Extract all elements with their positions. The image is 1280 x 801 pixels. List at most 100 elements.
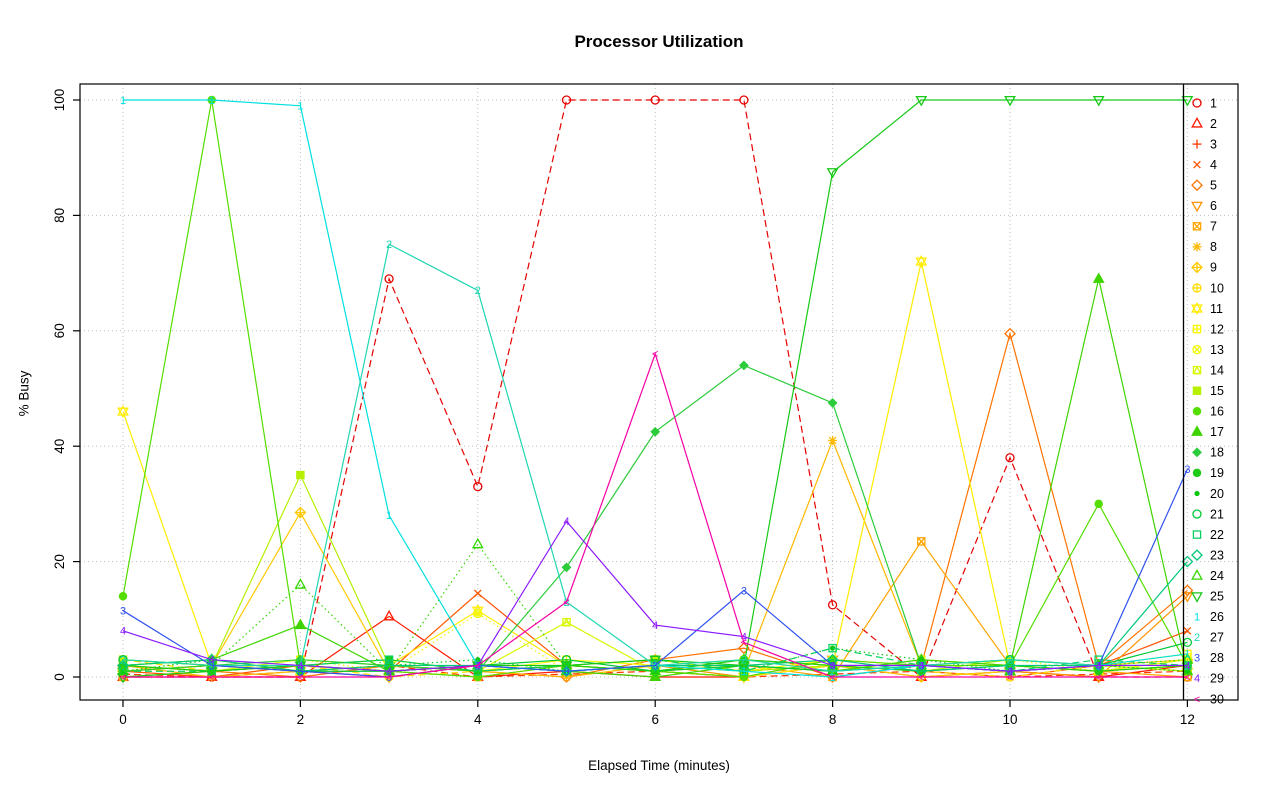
svg-text:4: 4 [741,631,747,643]
svg-text:2: 2 [120,654,126,666]
svg-text:<: < [918,672,924,684]
series-26: 1 1 1 1 1 1 1 1 1 1 1 1 1 [120,95,1191,684]
legend-item-11: 11 [1191,302,1223,316]
svg-text:<: < [1184,672,1190,684]
svg-text:1: 1 [475,660,481,672]
legend-label-14: 14 [1210,363,1224,377]
svg-text:<: < [563,597,569,609]
svg-text:4: 4 [475,660,481,672]
svg-text:1: 1 [1194,612,1200,624]
legend-item-8: 8 [1192,240,1217,254]
svg-text:1: 1 [209,95,215,107]
legend-label-30: 30 [1210,692,1224,706]
svg-text:1: 1 [386,510,392,522]
svg-text:4: 4 [563,516,569,528]
svg-text:4: 4 [209,654,215,666]
svg-text:<: < [297,672,303,684]
legend-item-28: 3 28 [1194,651,1224,665]
legend-label-8: 8 [1210,240,1217,254]
svg-text:3: 3 [563,666,569,678]
svg-text:2: 2 [1096,660,1102,672]
legend-label-22: 22 [1210,528,1224,542]
legend-label-27: 27 [1210,631,1224,645]
svg-text:3: 3 [1194,653,1200,665]
legend-label-10: 10 [1210,281,1224,295]
svg-text:4: 4 [652,620,658,632]
legend-label-23: 23 [1210,548,1224,562]
legend-label-7: 7 [1210,220,1217,234]
series-29: 4 4 4 4 4 4 4 4 4 4 4 4 4 [120,516,1191,678]
svg-text:2: 2 [563,597,569,609]
legend-item-20: 20 [1194,487,1224,501]
svg-text:1: 1 [741,666,747,678]
chart-title: Processor Utilization [574,32,744,51]
svg-text:2: 2 [475,285,481,297]
svg-text:4: 4 [386,666,392,678]
svg-text:1: 1 [297,101,303,113]
svg-text:2: 2 [297,660,303,672]
svg-text:2: 2 [741,654,747,666]
grid-lines [80,84,1238,700]
svg-text:1: 1 [1007,666,1013,678]
svg-text:1: 1 [652,660,658,672]
svg-text:<: < [208,672,214,684]
legend-item-29: 4 29 [1194,672,1224,686]
legend-label-3: 3 [1210,137,1217,151]
legend-label-12: 12 [1210,322,1224,336]
svg-text:1: 1 [1184,649,1190,661]
svg-text:3: 3 [741,585,747,597]
svg-text:80: 80 [52,208,67,223]
x-axis-ticks: 0 2 4 6 8 10 12 [119,700,1195,727]
series-30: < < < < < < < < < < < < < [120,349,1191,684]
legend-item-27: 2 27 [1194,631,1224,645]
svg-text:<: < [1095,672,1101,684]
legend-label-6: 6 [1210,199,1217,213]
legend-label-13: 13 [1210,343,1224,357]
legend-item-16: 16 [1192,405,1224,419]
legend-label-26: 26 [1210,610,1224,624]
svg-text:2: 2 [297,712,305,727]
series-28: 3 3 3 3 3 3 3 3 3 3 3 3 3 [120,464,1191,684]
legend-item-1: 1 [1192,96,1217,110]
legend-item-9: 9 [1191,261,1217,275]
svg-text:3: 3 [830,660,836,672]
svg-text:2: 2 [652,660,658,672]
legend-label-1: 1 [1210,96,1217,110]
svg-text:6: 6 [651,712,659,727]
svg-text:0: 0 [119,712,127,727]
svg-text:3: 3 [918,660,924,672]
legend-item-4: 4 [1193,158,1217,172]
legend-item-7: 7 [1192,220,1217,234]
legend: 1234567891011121314151617181920212223242… [1182,84,1224,706]
legend-item-30: <30 [1194,692,1224,706]
legend-item-14: 14 [1192,363,1224,377]
svg-text:1: 1 [563,666,569,678]
svg-text:3: 3 [386,672,392,684]
svg-text:4: 4 [474,712,482,727]
legend-item-6: 6 [1191,199,1217,213]
legend-item-23: 23 [1191,548,1224,562]
svg-text:3: 3 [1096,660,1102,672]
svg-text:3: 3 [475,660,481,672]
svg-text:<: < [741,637,747,649]
svg-text:3: 3 [297,666,303,678]
legend-label-5: 5 [1210,179,1217,193]
legend-label-24: 24 [1210,569,1224,583]
legend-label-17: 17 [1210,425,1224,439]
svg-text:<: < [1007,672,1013,684]
legend-label-19: 19 [1210,466,1224,480]
svg-text:<: < [1194,694,1200,706]
svg-text:1: 1 [830,672,836,684]
legend-item-24: 24 [1191,569,1224,583]
legend-item-22: 22 [1192,528,1224,542]
svg-text:1: 1 [1096,660,1102,672]
svg-text:<: < [652,349,658,361]
legend-item-13: 13 [1192,343,1224,357]
svg-text:2: 2 [918,660,924,672]
legend-item-15: 15 [1192,384,1224,398]
svg-text:20: 20 [52,554,67,569]
svg-text:4: 4 [1007,666,1013,678]
svg-text:3: 3 [652,660,658,672]
svg-text:40: 40 [52,439,67,454]
svg-text:2: 2 [209,660,215,672]
